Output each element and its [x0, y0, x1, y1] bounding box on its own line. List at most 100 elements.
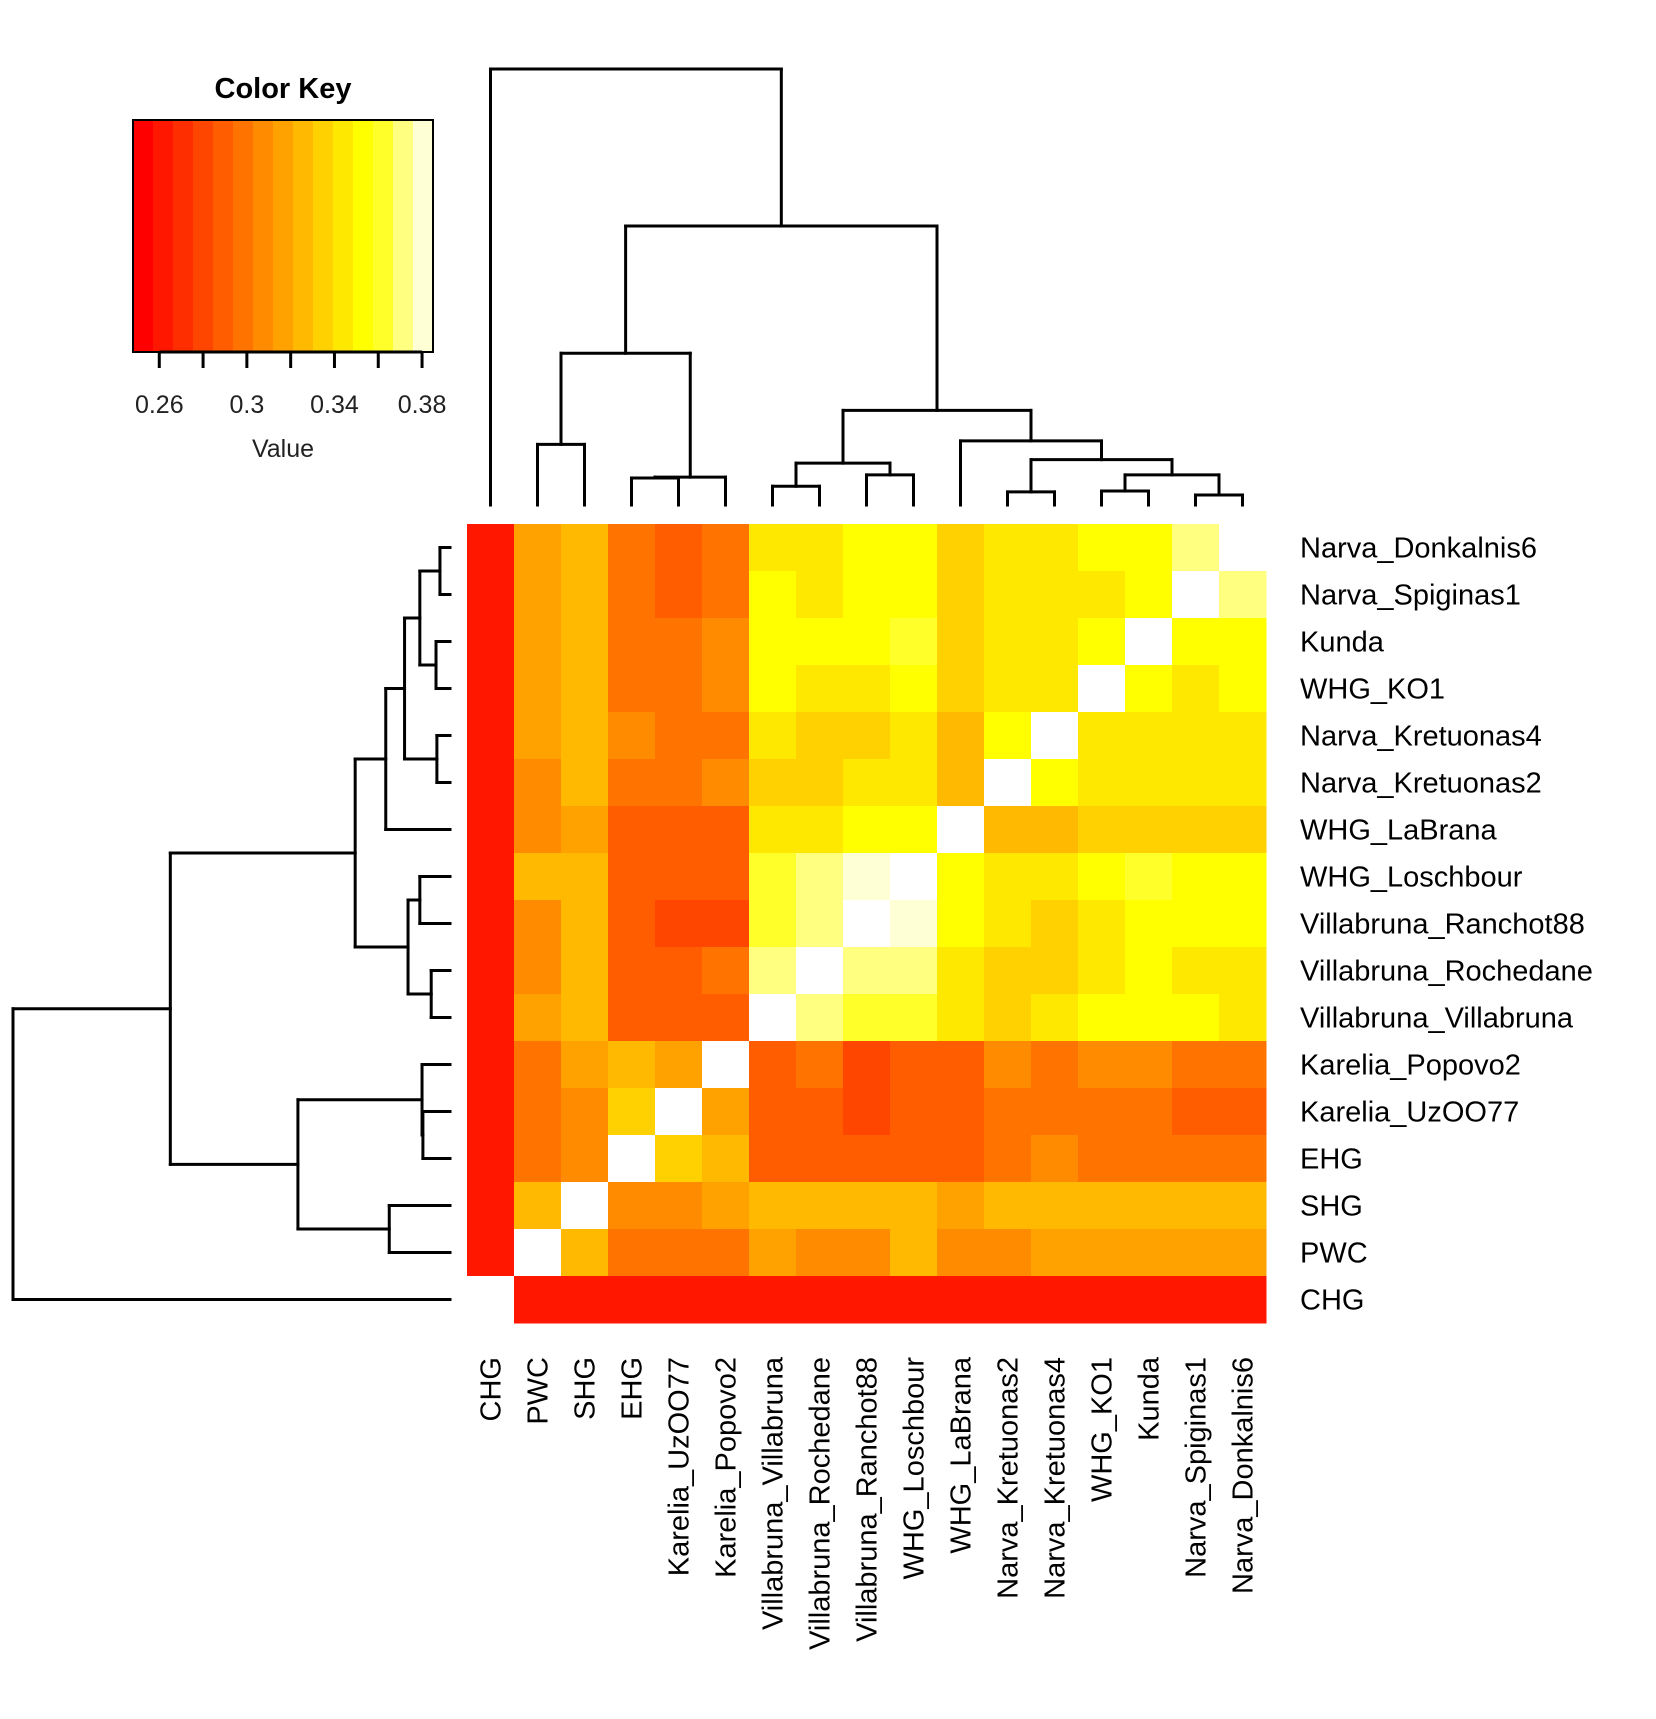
heatmap-cell — [890, 759, 938, 807]
row-label: Karelia_Popovo2 — [1300, 1050, 1521, 1082]
heatmap-cell — [1219, 1041, 1267, 1089]
heatmap-cell — [1031, 1276, 1079, 1324]
column-label: Villabruna_Rochedane — [805, 1357, 837, 1650]
heatmap-cell — [890, 618, 938, 666]
heatmap-cell — [1172, 712, 1220, 760]
heatmap-cell — [749, 571, 797, 619]
color-key-bin — [133, 120, 154, 352]
heatmap-cell — [514, 759, 562, 807]
heatmap-cell — [1172, 853, 1220, 901]
heatmap-cell — [937, 1041, 985, 1089]
column-label: CHG — [476, 1357, 508, 1421]
heatmap-cell — [749, 1088, 797, 1136]
heatmap-cell — [561, 712, 609, 760]
heatmap-cell — [984, 571, 1032, 619]
heatmap-cell — [514, 1041, 562, 1089]
color-key-bin — [193, 120, 214, 352]
heatmap-cell — [796, 524, 844, 572]
color-key-bin — [173, 120, 194, 352]
heatmap-cell — [514, 571, 562, 619]
heatmap-cell — [1125, 1276, 1173, 1324]
heatmap-cell — [655, 1229, 703, 1277]
heatmap-cell — [702, 1276, 750, 1324]
heatmap-cell — [702, 853, 750, 901]
heatmap-cell — [467, 571, 515, 619]
heatmap-cell — [749, 994, 797, 1042]
heatmap-cell — [561, 1276, 609, 1324]
heatmap-cell — [843, 759, 891, 807]
column-label: Karelia_Popovo2 — [711, 1357, 743, 1578]
heatmap-cell — [467, 759, 515, 807]
row-label: Villabruna_Ranchot88 — [1300, 909, 1585, 941]
heatmap-cell — [561, 571, 609, 619]
heatmap-cell — [1172, 947, 1220, 995]
heatmap-cell — [1125, 947, 1173, 995]
row-label: WHG_KO1 — [1300, 674, 1445, 706]
heatmap-cell — [1031, 853, 1079, 901]
heatmap-cell — [655, 806, 703, 854]
heatmap-cell — [1078, 1182, 1126, 1230]
heatmap-cell — [655, 618, 703, 666]
column-label: WHG_Loschbour — [899, 1357, 931, 1580]
heatmap-cell — [608, 900, 656, 948]
column-label: Narva_Kretuonas4 — [1040, 1357, 1072, 1599]
heatmap-cell — [1172, 759, 1220, 807]
heatmap-cell — [514, 1088, 562, 1136]
heatmap-cell — [1031, 806, 1079, 854]
heatmap-cell — [937, 994, 985, 1042]
heatmap-cell — [514, 524, 562, 572]
heatmap-cell — [984, 853, 1032, 901]
heatmap-cell — [796, 1088, 844, 1136]
color-key-bin — [373, 120, 394, 352]
row-label: Narva_Kretuonas4 — [1300, 721, 1542, 753]
heatmap-cell — [467, 900, 515, 948]
heatmap-cell — [1125, 1041, 1173, 1089]
color-key-axis: 0.26 0.3 0.34 0.38 — [135, 350, 446, 419]
heatmap-cell — [561, 1041, 609, 1089]
color-key-bin — [393, 120, 414, 352]
heatmap-cell — [467, 665, 515, 713]
heatmap-cell — [702, 1041, 750, 1089]
heatmap-cell — [1172, 1088, 1220, 1136]
heatmap-cell — [1031, 665, 1079, 713]
heatmap-cell — [1078, 853, 1126, 901]
heatmap-cell — [749, 712, 797, 760]
heatmap-cell — [702, 759, 750, 807]
row-label: Karelia_UzOO77 — [1300, 1097, 1519, 1129]
column-label: Karelia_UzOO77 — [664, 1357, 696, 1576]
heatmap-cell — [937, 1088, 985, 1136]
heatmap-cell — [608, 665, 656, 713]
heatmap-cell — [1031, 712, 1079, 760]
heatmap-cell — [1172, 900, 1220, 948]
color-key-bin — [273, 120, 294, 352]
heatmap-cell — [608, 1229, 656, 1277]
heatmap-cells — [467, 524, 1267, 1324]
heatmap-cell — [1031, 1041, 1079, 1089]
heatmap-cell — [890, 665, 938, 713]
heatmap-cell — [1172, 1182, 1220, 1230]
heatmap-cell — [608, 1276, 656, 1324]
heatmap-cell — [796, 853, 844, 901]
column-label: Narva_Kretuonas2 — [993, 1357, 1025, 1599]
heatmap-cell — [1125, 900, 1173, 948]
heatmap-cell — [984, 759, 1032, 807]
heatmap-cell — [937, 853, 985, 901]
row-labels: Narva_Donkalnis6 Narva_Spiginas1 Kunda WHG_… — [1300, 533, 1593, 1317]
heatmap-cell — [984, 1276, 1032, 1324]
heatmap-cell — [890, 947, 938, 995]
heatmap-cell — [1125, 1229, 1173, 1277]
heatmap-cell — [655, 1135, 703, 1183]
heatmap-cell — [467, 947, 515, 995]
heatmap-cell — [984, 947, 1032, 995]
heatmap-cell — [467, 1088, 515, 1136]
heatmap-cell — [608, 853, 656, 901]
color-key-bin — [293, 120, 314, 352]
column-label: Narva_Donkalnis6 — [1228, 1357, 1260, 1594]
heatmap-cell — [1219, 571, 1267, 619]
heatmap-cell — [608, 712, 656, 760]
heatmap-cell — [937, 806, 985, 854]
heatmap-cell — [561, 1229, 609, 1277]
heatmap-cell — [1172, 665, 1220, 713]
heatmap-cell — [514, 947, 562, 995]
heatmap-cell — [937, 1182, 985, 1230]
